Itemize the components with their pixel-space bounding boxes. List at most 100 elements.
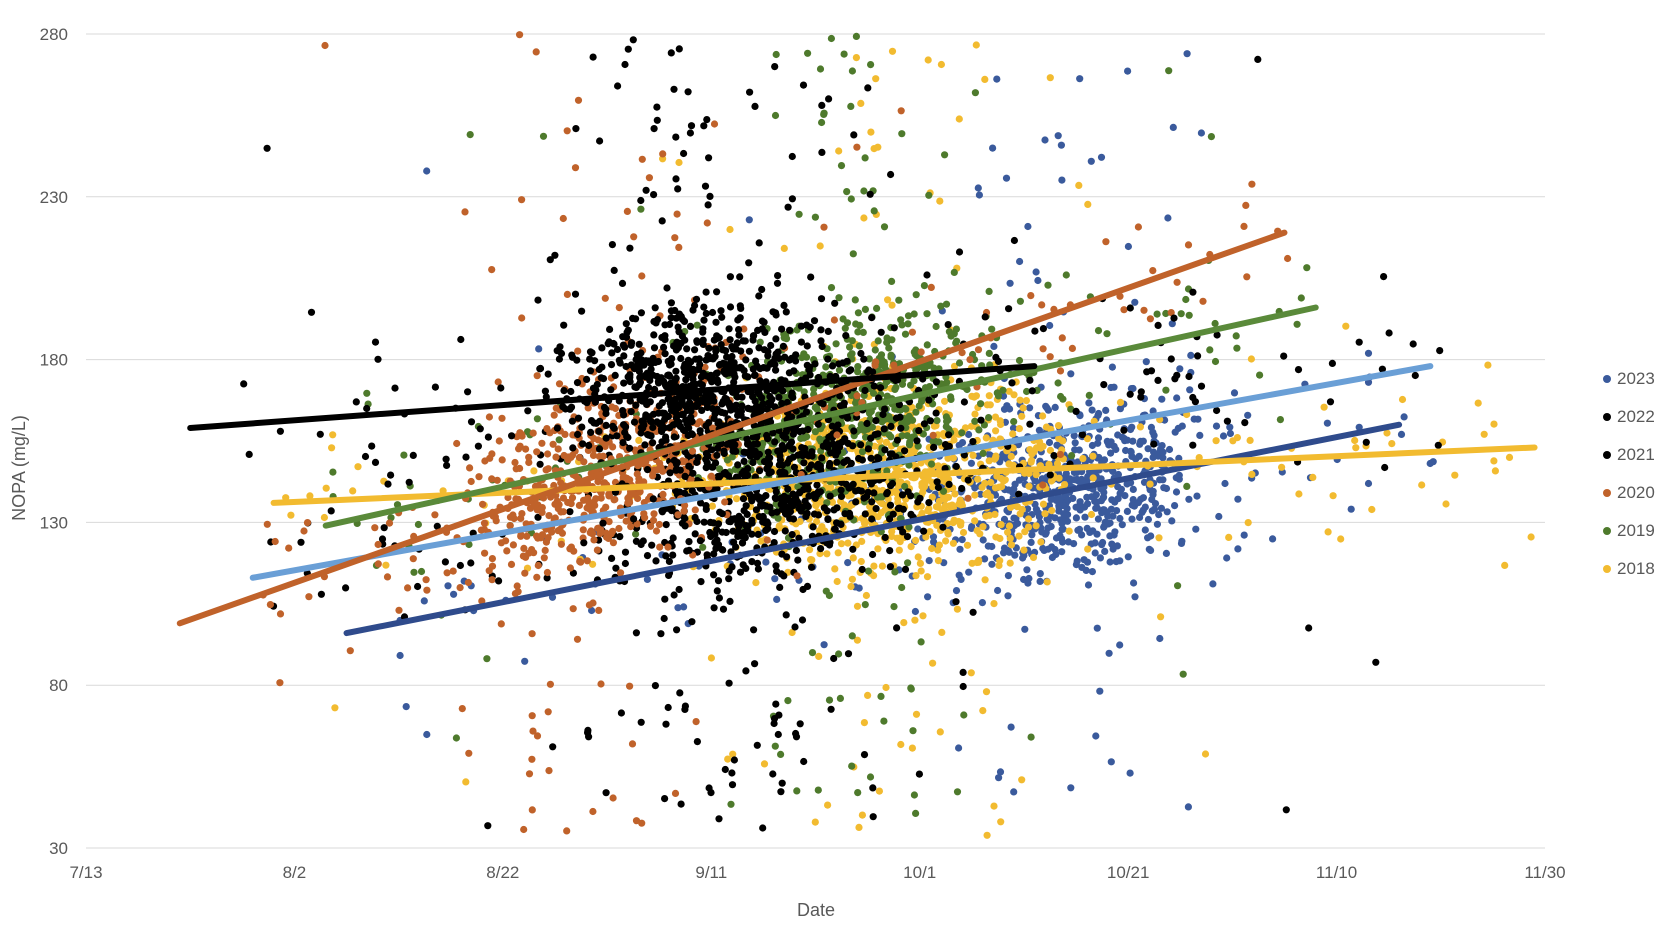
point-2023 [1011,551,1019,559]
point-2022 [608,349,616,357]
point-2022 [672,133,680,141]
point-2022 [715,474,723,482]
point-2018 [726,225,734,234]
point-2022 [664,412,673,421]
point-2021 [808,452,816,460]
point-2021 [808,563,816,571]
point-2023 [680,603,688,611]
point-2023 [1064,496,1072,504]
point-2022 [746,88,754,96]
point-2021 [632,537,641,545]
point-2021 [850,131,858,139]
point-2022 [549,743,557,751]
point-2018 [951,490,959,498]
point-2022 [687,430,696,438]
point-2020 [520,544,528,553]
point-2019 [958,429,966,437]
point-2022 [890,324,898,332]
point-2022 [868,314,876,322]
point-2020 [659,150,667,158]
point-2022 [363,404,371,413]
point-2018 [1490,420,1498,428]
point-2018 [894,498,902,507]
point-2022 [613,432,621,440]
point-2021 [939,523,947,531]
point-2022 [708,308,717,317]
point-2020 [569,605,577,613]
y-tick-label: 230 [40,188,68,207]
point-2021 [899,505,907,513]
legend-label-2019: 2019 [1617,521,1655,540]
point-2022 [571,290,580,298]
point-2023 [1128,501,1136,509]
point-2021 [702,502,710,510]
point-2021 [661,595,669,603]
point-2019 [988,325,996,333]
point-2022 [817,295,826,303]
point-2022 [726,402,734,410]
point-2019 [953,788,962,796]
point-2023 [1084,500,1092,508]
legend-label-2018: 2018 [1617,559,1655,578]
point-2021 [725,575,733,583]
point-2023 [1034,509,1043,517]
point-2022 [756,365,764,373]
point-2018 [955,500,963,508]
point-2023 [1051,403,1059,411]
point-2018 [1505,453,1514,461]
point-2021 [317,590,325,598]
point-2021 [887,170,895,179]
point-2018 [853,636,862,644]
point-2018 [1030,448,1038,456]
point-2022 [792,357,800,365]
point-2022 [881,405,889,413]
point-2019 [1177,310,1185,318]
point-2021 [342,584,350,592]
point-2021 [772,495,780,503]
point-2022 [649,423,657,432]
point-2020 [908,328,917,336]
point-2022 [675,45,683,53]
point-2019 [835,294,843,302]
point-2018 [760,760,769,768]
point-2022 [718,400,726,408]
point-2022 [836,392,844,400]
point-2022 [578,307,586,315]
point-2023 [420,597,428,605]
point-2023 [1064,538,1073,546]
point-2019 [939,487,948,495]
point-2020 [590,434,598,443]
point-2023 [911,607,920,616]
point-2018 [1084,200,1092,208]
point-2020 [647,522,655,530]
point-2022 [374,355,382,363]
point-2022 [792,407,800,415]
point-2018 [985,392,993,400]
point-2018 [953,605,962,613]
point-2022 [624,326,632,334]
point-2023 [968,523,976,531]
point-2018 [967,669,975,677]
point-2020 [890,361,898,369]
point-2023 [1071,446,1079,454]
point-2022 [800,757,808,766]
point-2021 [866,190,874,198]
point-2021 [1294,366,1303,374]
point-2020 [609,443,617,451]
point-2022 [785,369,794,377]
point-2020 [675,243,683,251]
point-2021 [958,484,966,493]
point-2018 [1025,482,1033,490]
point-2022 [717,408,726,416]
point-2022 [457,335,465,344]
point-2021 [798,616,807,624]
point-2021 [1137,388,1145,396]
point-2019 [1179,670,1187,678]
point-2019 [727,800,735,808]
point-2018 [919,612,927,620]
point-2021 [852,498,860,506]
point-2020 [659,467,667,475]
point-2022 [673,626,681,634]
point-2019 [780,334,788,342]
point-2022 [779,431,787,439]
